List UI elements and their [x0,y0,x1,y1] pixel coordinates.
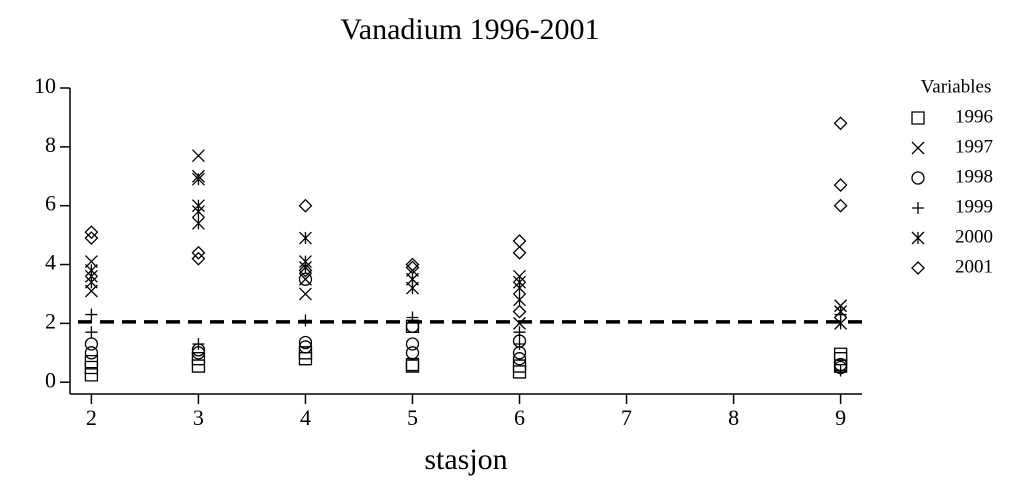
point [512,352,527,366]
point [191,346,206,360]
x-tick-label: 7 [621,405,632,430]
y-tick-label: 6 [45,191,56,216]
x-tick-label: 8 [728,405,739,430]
point [298,263,313,278]
point [512,346,527,360]
point [512,359,527,373]
point [191,359,206,373]
point [406,272,419,286]
legend-marker [911,141,925,155]
y-tick-label: 0 [45,367,56,392]
x-tick-label: 2 [86,405,97,430]
x-tick-label: 5 [407,405,418,430]
point [833,116,848,131]
point [191,199,205,213]
point [298,255,312,269]
point [191,343,206,357]
point [84,360,99,375]
point [512,334,527,348]
x-tick-label: 4 [300,405,311,430]
point [513,326,526,339]
point [191,352,206,366]
point [512,365,527,379]
point [298,287,312,301]
legend-label: 1997 [955,136,993,157]
legend-label: 1996 [955,106,993,127]
point [84,354,99,369]
point [85,308,98,321]
point [298,340,313,354]
x-tick-label: 9 [835,405,846,430]
legend-marker [911,231,925,245]
point [84,346,99,360]
point [191,172,205,186]
point [84,231,99,245]
point [405,319,420,333]
legend-label: 2001 [955,256,993,277]
point [405,257,420,272]
point [834,364,847,377]
y-tick-label: 4 [45,250,56,275]
point [513,293,526,307]
point [84,337,99,351]
point [405,337,420,351]
legend-marker [911,111,925,125]
point [298,272,313,286]
legend-label: 1998 [955,166,993,187]
legend-title: Variables [921,76,992,97]
point [833,360,848,375]
point [834,305,848,319]
point [834,316,848,330]
legend-label: 1999 [955,196,993,217]
point [85,326,98,339]
x-axis-label: stasjon [424,443,507,476]
point [833,198,848,213]
point [298,346,313,360]
legend-marker [912,202,924,214]
point [298,198,313,213]
point [512,245,527,260]
point [298,335,313,350]
point [405,346,420,360]
point [512,304,527,319]
point [833,178,848,193]
point [298,231,312,245]
point [299,314,312,327]
chart-title: Vanadium 1996-2001 [340,13,599,46]
point [406,311,419,324]
legend-marker [911,171,925,185]
x-tick-label: 6 [514,405,525,430]
legend-label: 2000 [955,226,993,247]
point [513,337,526,350]
y-tick-label: 10 [34,73,56,98]
point [84,225,99,240]
point [833,347,848,361]
x-tick-label: 3 [193,405,204,430]
point [191,149,205,163]
point [191,251,206,266]
point [191,245,206,260]
point [833,357,848,372]
point [512,234,527,248]
y-tick-label: 2 [45,308,56,333]
point [84,368,99,382]
y-tick-label: 8 [45,132,56,157]
point [513,275,526,289]
point [191,216,205,230]
point [405,260,420,275]
point [84,263,98,277]
legend-marker [911,261,925,275]
point [192,337,205,350]
point [513,316,526,330]
